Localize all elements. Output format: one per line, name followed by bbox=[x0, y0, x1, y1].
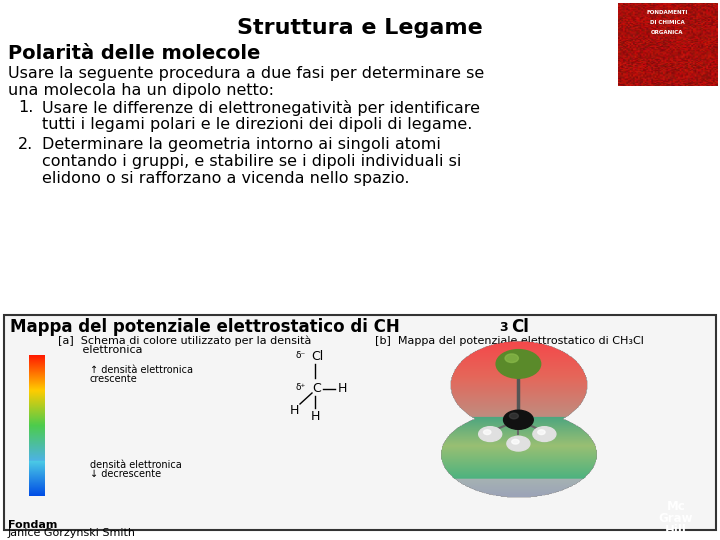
Text: H: H bbox=[289, 403, 299, 416]
Text: H: H bbox=[310, 409, 320, 422]
Text: Cl: Cl bbox=[511, 318, 529, 336]
Text: Determinare la geometria intorno ai singoli atomi: Determinare la geometria intorno ai sing… bbox=[42, 137, 441, 152]
Circle shape bbox=[503, 410, 534, 429]
Text: ORGANICA: ORGANICA bbox=[651, 30, 684, 35]
Text: elidono o si rafforzano a vicenda nello spazio.: elidono o si rafforzano a vicenda nello … bbox=[42, 171, 410, 186]
Text: Polarità delle molecole: Polarità delle molecole bbox=[8, 44, 261, 63]
Circle shape bbox=[484, 430, 491, 435]
Text: 2.: 2. bbox=[18, 137, 33, 152]
Text: H: H bbox=[337, 382, 347, 395]
Circle shape bbox=[496, 349, 541, 378]
Text: δ⁺: δ⁺ bbox=[296, 383, 306, 393]
Text: δ⁻: δ⁻ bbox=[296, 350, 306, 360]
Circle shape bbox=[512, 440, 519, 444]
FancyBboxPatch shape bbox=[4, 315, 716, 530]
Circle shape bbox=[510, 413, 518, 419]
Text: Janice Gorzynski Smith: Janice Gorzynski Smith bbox=[8, 528, 136, 538]
Circle shape bbox=[538, 430, 545, 435]
Text: ↓ decrescente: ↓ decrescente bbox=[90, 469, 161, 479]
Text: Mappa del potenziale elettrostatico di CH: Mappa del potenziale elettrostatico di C… bbox=[10, 318, 400, 336]
Circle shape bbox=[507, 436, 530, 451]
Text: tutti i legami polari e le direzioni dei dipoli di legame.: tutti i legami polari e le direzioni dei… bbox=[42, 117, 472, 132]
Text: una molecola ha un dipolo netto:: una molecola ha un dipolo netto: bbox=[8, 83, 274, 98]
Text: Cl: Cl bbox=[311, 349, 323, 362]
Text: ↑ densità elettronica: ↑ densità elettronica bbox=[90, 365, 193, 375]
Text: [b]  Mappa del potenziale elettrostatico di CH₃Cl: [b] Mappa del potenziale elettrostatico … bbox=[375, 336, 644, 346]
Text: crescente: crescente bbox=[90, 374, 138, 384]
Text: elettronica: elettronica bbox=[58, 345, 143, 355]
Text: 1.: 1. bbox=[18, 100, 33, 115]
Circle shape bbox=[533, 427, 556, 442]
Text: [a]  Schema di colore utilizzato per la densità: [a] Schema di colore utilizzato per la d… bbox=[58, 336, 311, 347]
Circle shape bbox=[505, 354, 518, 362]
Text: Mc: Mc bbox=[667, 500, 685, 513]
Text: 3: 3 bbox=[499, 321, 508, 334]
Text: densità elettronica: densità elettronica bbox=[90, 460, 181, 470]
Text: Fondam: Fondam bbox=[8, 520, 58, 530]
Text: Usare la seguente procedura a due fasi per determinare se: Usare la seguente procedura a due fasi p… bbox=[8, 66, 485, 81]
Text: C: C bbox=[312, 382, 321, 395]
Text: Struttura e Legame: Struttura e Legame bbox=[237, 18, 483, 38]
Circle shape bbox=[479, 427, 502, 442]
Text: Hill: Hill bbox=[665, 524, 687, 537]
Text: Usare le differenze di elettronegatività per identificare: Usare le differenze di elettronegatività… bbox=[42, 100, 480, 116]
Text: contando i gruppi, e stabilire se i dipoli individuali si: contando i gruppi, e stabilire se i dipo… bbox=[42, 154, 462, 169]
Text: Graw: Graw bbox=[659, 512, 693, 525]
Text: DI CHIMICA: DI CHIMICA bbox=[650, 21, 685, 25]
Text: FONDAMENTI: FONDAMENTI bbox=[647, 10, 688, 15]
